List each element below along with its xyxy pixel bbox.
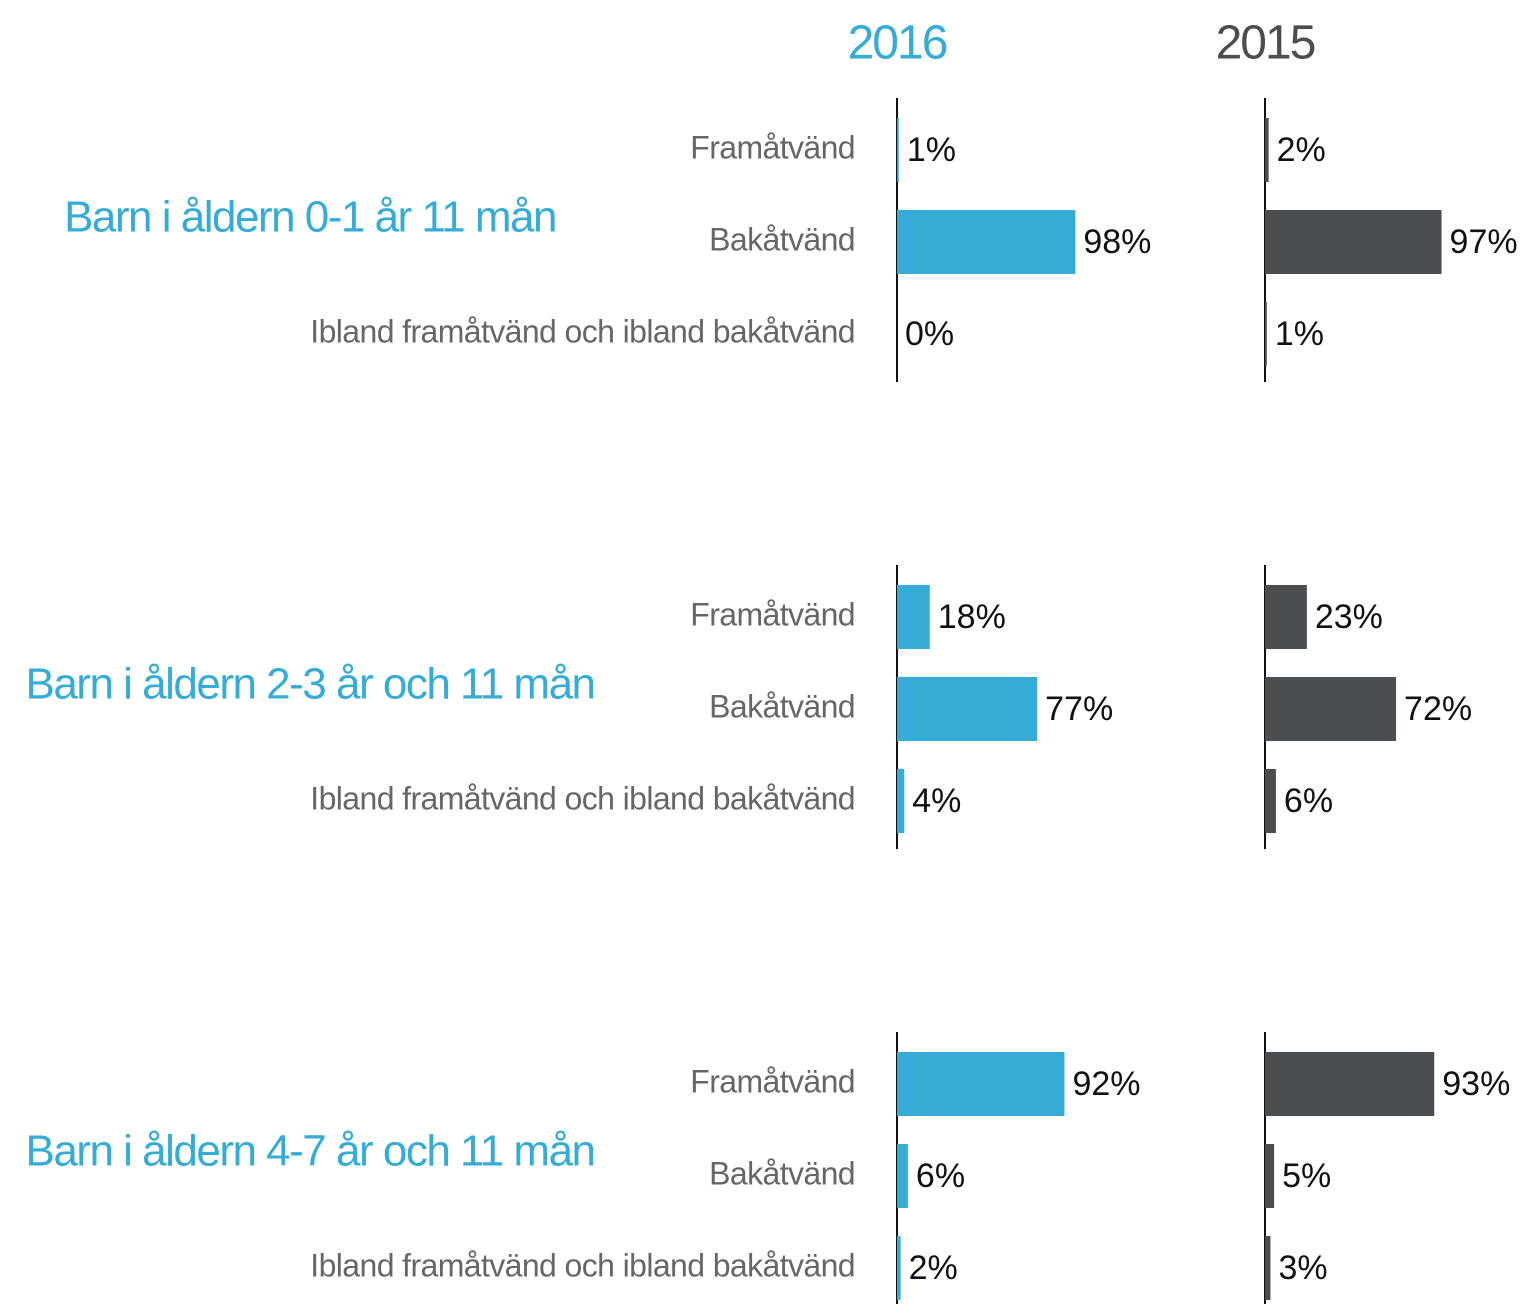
column-header: 2015 xyxy=(1216,17,1315,70)
bar xyxy=(897,1236,901,1300)
column-header: 2016 xyxy=(848,17,947,70)
category-label: Ibland framåtvänd och ibland bakåtvänd xyxy=(310,313,855,349)
bar xyxy=(1265,1236,1271,1300)
category-label: Framåtvänd xyxy=(690,129,855,165)
bar xyxy=(1265,302,1267,366)
category-label: Bakåtvänd xyxy=(709,221,855,257)
category-label: Ibland framåtvänd och ibland bakåtvänd xyxy=(310,780,855,816)
group-title: Barn i åldern 2-3 år och 11 mån xyxy=(25,660,594,709)
value-label: 77% xyxy=(1045,690,1113,728)
bar xyxy=(1265,677,1397,741)
value-label: 2% xyxy=(1277,131,1326,169)
value-label: 0% xyxy=(905,315,954,353)
value-label: 18% xyxy=(938,598,1006,636)
value-label: 5% xyxy=(1282,1157,1331,1195)
bar xyxy=(1265,769,1276,833)
bar xyxy=(1265,210,1442,274)
category-label: Framåtvänd xyxy=(690,1063,855,1099)
value-label: 93% xyxy=(1442,1065,1510,1103)
value-label: 1% xyxy=(907,131,956,169)
category-label: Bakåtvänd xyxy=(709,688,855,724)
bar xyxy=(897,677,1038,741)
value-label: 23% xyxy=(1315,598,1383,636)
value-label: 98% xyxy=(1083,223,1151,261)
category-label: Ibland framåtvänd och ibland bakåtvänd xyxy=(310,1247,855,1283)
bar xyxy=(1265,118,1269,182)
value-label: 1% xyxy=(1275,315,1324,353)
value-label: 6% xyxy=(916,1157,965,1195)
bar xyxy=(897,585,930,649)
category-label: Framåtvänd xyxy=(690,596,855,632)
bar xyxy=(897,769,905,833)
bar xyxy=(1265,1144,1275,1208)
value-label: 2% xyxy=(909,1249,958,1287)
value-label: 3% xyxy=(1278,1249,1327,1287)
group-title: Barn i åldern 4-7 år och 11 mån xyxy=(25,1127,594,1176)
value-label: 92% xyxy=(1072,1065,1140,1103)
bar xyxy=(897,1052,1065,1116)
bar xyxy=(897,1144,908,1208)
value-label: 6% xyxy=(1284,782,1333,820)
bar xyxy=(1265,585,1307,649)
value-label: 4% xyxy=(912,782,961,820)
bar xyxy=(1265,1052,1435,1116)
bar xyxy=(897,210,1076,274)
group-title: Barn i åldern 0-1 år 11 mån xyxy=(64,193,556,242)
value-label: 72% xyxy=(1404,690,1472,728)
category-label: Bakåtvänd xyxy=(709,1155,855,1191)
value-label: 97% xyxy=(1450,223,1518,261)
bar xyxy=(897,118,899,182)
